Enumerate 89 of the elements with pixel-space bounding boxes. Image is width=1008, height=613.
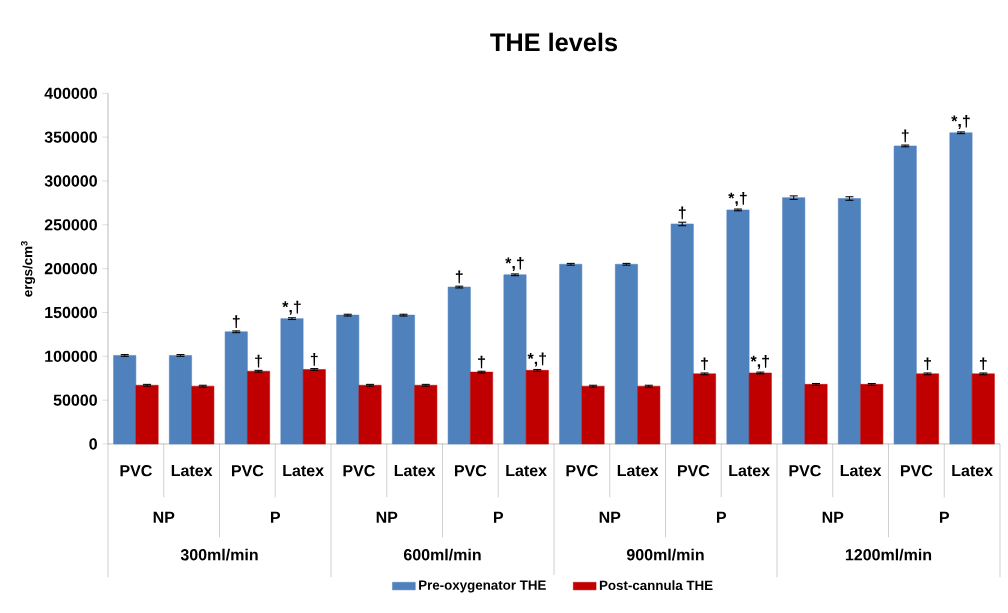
data-label: *,† <box>527 352 546 367</box>
bar <box>559 263 583 445</box>
data-label: † <box>701 357 708 370</box>
data-label: *,† <box>728 191 747 206</box>
text: 600ml/min <box>403 548 481 561</box>
text: NP <box>599 511 621 523</box>
y-tick-label: 400000 <box>44 87 97 99</box>
x-tick-label: Latex <box>729 464 770 477</box>
bar <box>893 145 917 445</box>
bar <box>503 274 527 445</box>
y-tick-label: 50000 <box>53 394 97 406</box>
y-tick-label: 300000 <box>44 175 97 187</box>
y-tick-label: 150000 <box>45 306 97 318</box>
bar <box>670 223 694 445</box>
data-label: † <box>924 357 931 370</box>
x-tick-label: Latex <box>506 464 547 477</box>
data-label: † <box>979 357 987 370</box>
text: 300ml/min <box>180 548 258 561</box>
bar <box>838 198 861 445</box>
x-tick-label: PVC <box>900 464 933 477</box>
y-axis-title: ergs/cm$^{3}$ <box>20 241 36 297</box>
bar <box>525 369 549 445</box>
text: 1200ml/min <box>845 548 932 561</box>
x-tick-label: Latex <box>952 464 993 477</box>
x-tick-label: Latex <box>840 464 882 477</box>
bar <box>447 286 471 445</box>
bar <box>169 355 192 445</box>
bar <box>470 371 493 445</box>
data-label: † <box>478 355 485 369</box>
x-tick-label: PVC <box>566 464 598 477</box>
x-tick-label: PVC <box>343 464 375 477</box>
bar <box>247 370 270 445</box>
bar <box>336 314 360 445</box>
text: NP <box>822 511 844 523</box>
data-label: † <box>255 354 262 368</box>
legend-label: Pre-oxygenator THE <box>419 580 546 593</box>
bar <box>224 331 248 445</box>
data-label: *,† <box>750 354 769 369</box>
x-tick-label: PVC <box>232 464 264 477</box>
x-tick-label: PVC <box>789 464 821 477</box>
x-tick-label: PVC <box>677 464 710 477</box>
y-tick-label: 200000 <box>44 262 97 275</box>
data-label: † <box>455 270 463 284</box>
data-label: † <box>901 129 909 142</box>
bar <box>302 369 326 445</box>
text: P <box>270 511 281 523</box>
y-tick-label: 250000 <box>44 219 97 231</box>
bar <box>414 384 438 445</box>
data-label: † <box>232 315 240 328</box>
bar <box>615 263 638 445</box>
data-label: † <box>310 352 318 366</box>
legend-label: Post-cannula THE <box>599 580 713 590</box>
text: P <box>716 511 727 523</box>
bar <box>693 373 716 445</box>
bar <box>804 383 828 445</box>
x-tick-label: PVC <box>120 464 152 477</box>
bar <box>280 318 304 445</box>
x-tick-label: Latex <box>171 464 213 477</box>
data-label: † <box>678 206 686 220</box>
data-label: *,† <box>951 114 970 129</box>
data-label: *,† <box>505 256 524 271</box>
x-tick-label: Latex <box>394 464 436 477</box>
y-tick-label: 0 <box>89 438 97 450</box>
bar <box>135 384 159 445</box>
text: 900ml/min <box>626 548 704 561</box>
bar <box>191 385 215 445</box>
text: NP <box>376 511 398 523</box>
bar <box>971 373 995 445</box>
bar <box>949 132 973 445</box>
text: P <box>493 511 504 523</box>
text: NP <box>153 511 175 523</box>
bar <box>358 384 382 445</box>
bar <box>392 314 415 445</box>
chart-title: THE levels <box>490 32 617 52</box>
x-tick-label: Latex <box>617 464 659 477</box>
bar <box>581 385 605 445</box>
bar <box>860 383 884 445</box>
text: P <box>939 511 950 523</box>
bar <box>113 355 137 445</box>
x-tick-label: Latex <box>283 464 324 477</box>
y-tick-label: 350000 <box>44 131 97 143</box>
bar <box>916 373 939 445</box>
x-tick-label: PVC <box>455 464 487 477</box>
bar <box>637 385 661 445</box>
bar <box>726 209 750 445</box>
y-tick-label: 100000 <box>45 350 97 362</box>
data-label: *,† <box>282 300 301 315</box>
bar <box>748 372 772 445</box>
bar <box>782 197 806 445</box>
